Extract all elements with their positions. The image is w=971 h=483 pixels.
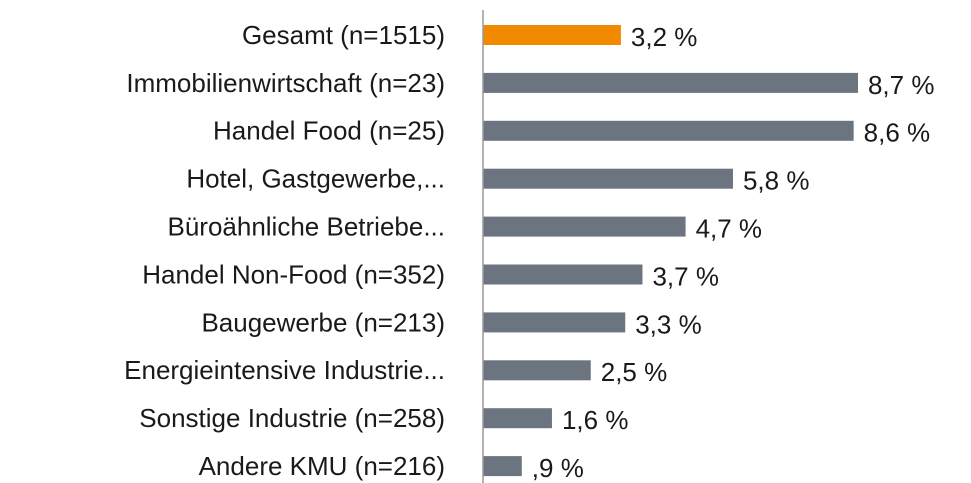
value-label: 3,2 % — [631, 22, 698, 52]
category-label: Handel Non-Food (n=352) — [142, 259, 445, 289]
bar — [483, 408, 552, 429]
bar — [483, 72, 858, 93]
category-label: Baugewerbe (n=213) — [201, 307, 445, 337]
value-label: 4,7 % — [696, 213, 763, 243]
value-label: 2,5 % — [601, 357, 668, 387]
category-label: Büroähnliche Betriebe... — [167, 211, 445, 241]
bar — [483, 25, 621, 45]
value-label: 3,3 % — [635, 309, 702, 339]
category-label: Handel Food (n=25) — [213, 116, 445, 146]
value-label: 5,8 % — [743, 166, 810, 196]
bar — [483, 120, 854, 141]
bar — [483, 168, 733, 189]
category-label: Andere KMU (n=216) — [199, 451, 445, 481]
category-label: Immobilienwirtschaft (n=23) — [126, 68, 445, 98]
category-label: Sonstige Industrie (n=258) — [139, 403, 445, 433]
bar — [483, 456, 522, 477]
value-label: 8,7 % — [868, 70, 935, 100]
category-label: Energieintensive Industrie... — [124, 355, 445, 385]
bar — [483, 216, 686, 237]
value-label: 3,7 % — [652, 261, 719, 291]
bar — [483, 360, 591, 381]
category-label: Hotel, Gastgewerbe,... — [186, 164, 445, 194]
category-label: Gesamt (n=1515) — [242, 20, 445, 50]
value-label: 1,6 % — [562, 405, 629, 435]
bar — [483, 264, 643, 285]
bar — [483, 312, 626, 333]
value-label: ,9 % — [532, 453, 584, 483]
value-label: 8,6 % — [864, 118, 931, 148]
